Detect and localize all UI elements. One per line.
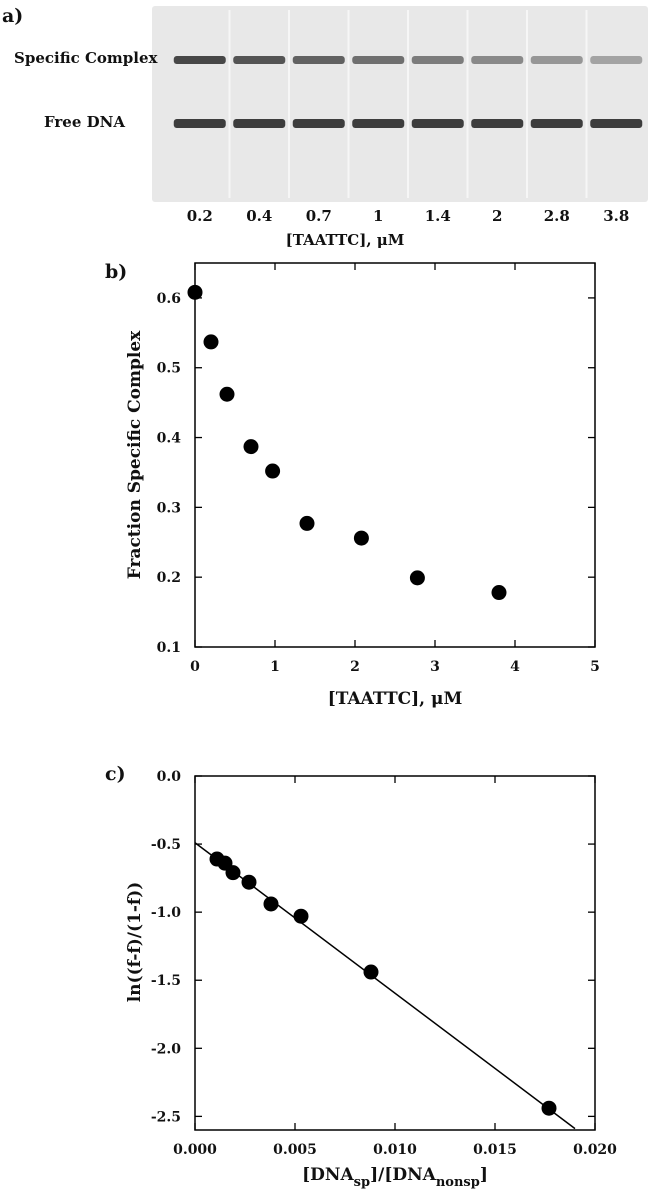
panel-c-ylabel-text: ln((f-f)/(1-f)) — [125, 882, 145, 1003]
y-tick-label: -0.5 — [151, 837, 181, 853]
data-point — [225, 865, 241, 881]
data-point — [241, 874, 257, 890]
x-tick-label: 0.000 — [173, 1142, 217, 1158]
panel-a-letter: a) — [2, 5, 23, 27]
data-point — [187, 284, 203, 300]
panel-b-letter: b) — [105, 261, 127, 283]
y-tick-label: 0.3 — [157, 500, 181, 516]
specific-complex-band — [292, 56, 345, 64]
specific-complex-band — [530, 56, 583, 64]
data-point — [203, 334, 219, 350]
data-point — [263, 896, 279, 912]
x-tick-label: 1 — [270, 659, 280, 675]
lane-label: 3.8 — [603, 207, 629, 225]
specific-complex-band — [471, 56, 524, 64]
panel-c-fit-line — [194, 842, 576, 1130]
x-tick-label: 0.010 — [373, 1142, 417, 1158]
lane-divider — [407, 10, 409, 198]
lane-divider — [347, 10, 350, 198]
y-tick-label: 0.6 — [157, 291, 181, 307]
free-dna-band — [411, 119, 464, 128]
specific-complex-band — [233, 56, 286, 64]
gel-xaxis-label: [TAATTC], μM — [286, 231, 405, 249]
lane-label: 0.4 — [246, 207, 272, 225]
lane-label: 2.8 — [544, 207, 570, 225]
x-tick-label: 4 — [510, 659, 520, 675]
y-tick-label: -2.0 — [151, 1041, 181, 1057]
y-tick-label: -2.5 — [151, 1109, 181, 1125]
y-tick-label: 0.1 — [157, 640, 181, 656]
y-tick-label: 0.4 — [157, 431, 182, 447]
panel-c-ylabel: ln((f-f)/(1-f)) — [125, 882, 145, 1003]
lane-divider — [228, 10, 231, 198]
x-tick-label: 0.005 — [273, 1142, 317, 1158]
y-tick-label: 0.2 — [157, 570, 181, 586]
free-dna-band — [292, 119, 345, 128]
panel-b-xlabel: [TAATTC], μM — [328, 689, 463, 709]
band-label-free-dna: Free DNA — [44, 113, 125, 131]
y-tick-label: -1.0 — [151, 905, 181, 921]
data-point — [353, 530, 369, 546]
free-dna-band — [173, 119, 226, 128]
xlabel-part-3: ] — [480, 1165, 488, 1185]
data-point — [265, 463, 281, 479]
x-tick-label: 0.020 — [573, 1142, 617, 1158]
specific-complex-band — [173, 56, 226, 64]
xlabel-sub-2: nonsp — [436, 1175, 480, 1190]
gel-image — [152, 6, 648, 202]
data-point — [491, 585, 507, 601]
lane-divider — [466, 10, 469, 198]
panel-b-plot-frame — [194, 262, 596, 648]
data-point — [219, 386, 235, 402]
x-tick-label: 5 — [590, 659, 600, 675]
panel-c-letter: c) — [105, 763, 126, 785]
free-dna-band — [352, 119, 405, 128]
free-dna-band — [233, 119, 286, 128]
y-tick-label: 0.5 — [157, 361, 181, 377]
lane-label: 1.4 — [425, 207, 451, 225]
gel-panel: a) Specific Complex Free DNA 0.2 0.4 0.7 1 1… — [2, 5, 648, 249]
lane-label: 0.2 — [187, 207, 213, 225]
panel-b-chart: b) 0 1 2 3 4 5 0.1 0.2 0.3 0.4 0.5 0.6 Fraction Spe… — [105, 261, 600, 709]
data-point — [299, 515, 315, 531]
lane-divider — [585, 10, 588, 198]
x-tick-label: 3 — [430, 659, 440, 675]
panel-c-xlabel: [DNAsp]/[DNAnonsp] — [302, 1165, 488, 1190]
x-tick-label: 2 — [350, 659, 360, 675]
panel-b-ylabel: Fraction Specific Complex — [125, 330, 145, 579]
free-dna-band — [530, 119, 583, 128]
xlabel-sub-1: sp — [354, 1175, 370, 1190]
free-dna-band — [471, 119, 524, 128]
specific-complex-band — [411, 56, 464, 64]
data-point — [243, 439, 259, 455]
lane-label: 0.7 — [306, 207, 332, 225]
free-dna-band — [590, 119, 643, 128]
x-tick-label: 0.015 — [473, 1142, 517, 1158]
data-point — [409, 570, 425, 586]
lane-divider — [288, 10, 290, 198]
data-point — [541, 1100, 557, 1116]
y-tick-label: -1.5 — [151, 973, 181, 989]
band-label-specific-complex: Specific Complex — [14, 49, 159, 67]
specific-complex-band — [352, 56, 405, 64]
panel-c-chart: c) 0.000 0.005 0.010 0.015 0.020 0.0 -0.5 -1.0 -… — [105, 763, 617, 1190]
data-point — [363, 964, 379, 980]
specific-complex-band — [590, 56, 643, 64]
xlabel-part-2: ]/[DNA — [370, 1165, 437, 1185]
x-tick-label: 0 — [190, 659, 200, 675]
panel-c-plot-frame — [194, 775, 596, 1131]
lane-label: 1 — [373, 207, 383, 225]
lane-divider — [526, 10, 528, 198]
lane-label: 2 — [492, 207, 502, 225]
xlabel-part-1: [DNA — [302, 1165, 354, 1185]
y-tick-label: 0.0 — [157, 769, 182, 785]
data-point — [293, 908, 309, 924]
